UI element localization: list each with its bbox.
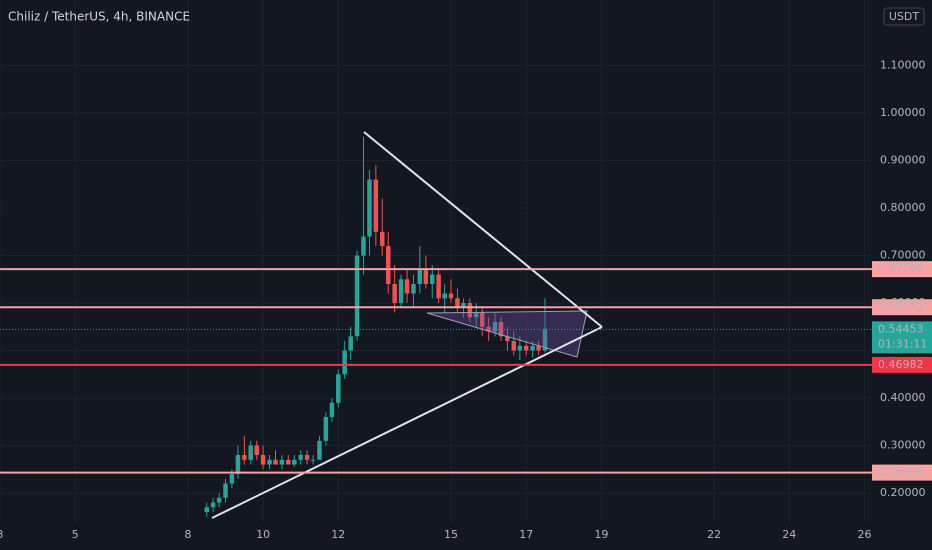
candle-body [530,345,535,351]
candle-body [248,445,253,460]
x-tick-label: 10 [256,528,270,541]
level-label-box [872,356,932,373]
candle-body [398,279,404,304]
candle-body [492,322,498,332]
candle-body [536,345,541,351]
x-tick-label: 15 [444,528,458,541]
candle-body [505,336,510,342]
currency-box[interactable] [883,7,925,26]
level-label-box [872,464,932,481]
candle-body [317,440,322,460]
price-axis [872,0,932,522]
candle-body [310,459,316,461]
triangle-drawing [426,310,588,358]
x-tick-label: 19 [594,528,608,541]
last-price-label: 0.54453 [878,322,924,335]
candle-body [204,507,209,513]
x-tick-label: 26 [857,528,871,541]
candle-body [348,336,353,351]
trend-line [211,326,603,519]
candle-body [210,502,216,508]
candle-body [336,374,341,403]
y-tick-label: 0.70000 [880,249,926,262]
candle-body [479,312,485,327]
y-tick-label: 0.30000 [880,439,926,452]
levels [0,268,872,474]
candle-body [448,293,454,299]
candle-body [354,255,360,337]
candle-body [329,402,335,418]
y-tick-label: 1.00000 [880,106,926,119]
candle-body [411,284,416,294]
level-label-box [872,261,932,278]
candle-body [373,179,379,232]
candle-body [323,417,329,441]
x-tick-label: 17 [519,528,533,541]
candle-body [242,455,247,460]
x-tick-label: 5 [72,528,79,541]
level-label: 0.24304 [878,466,924,479]
grid [0,0,872,522]
last-price-box [872,321,932,354]
candle-body [423,269,429,285]
candle-body [404,279,410,294]
level-label: 0.46982 [878,358,924,371]
candle-body [229,474,235,484]
candle-body [273,459,278,465]
y-tick-label: 1.10000 [880,59,926,72]
candle-body [542,329,548,351]
candle-body [292,459,297,465]
candle-body [216,497,222,503]
level-label: 0.59122 [878,300,924,313]
candles [204,136,548,517]
candle-body [511,341,517,351]
candle-body [367,179,372,237]
candle-body [473,312,479,318]
trend-line [363,131,603,328]
y-tick-label: 0.90000 [880,154,926,167]
y-tick-label: 0.40000 [880,391,926,404]
candle-body [467,303,473,318]
candle-body [267,459,272,465]
x-tick-label: 22 [707,528,721,541]
x-tick-label: 3 [0,528,4,541]
candle-body [430,274,435,285]
candle-body [436,274,441,299]
candle-body [517,345,523,351]
countdown: 01:31:11 [878,337,927,350]
candle-body [455,298,460,308]
x-tick-label: 12 [331,528,345,541]
candle-body [417,269,423,285]
axes: 0.200000.300000.400000.500000.600000.700… [0,59,932,541]
candle-body [523,345,529,351]
candle-body [304,455,310,460]
candle-body [361,236,366,256]
candle-body [279,459,285,465]
candle-body [342,350,347,375]
y-tick-label: 0.20000 [880,486,926,499]
candle-body [380,231,385,247]
candle-body [442,293,447,299]
x-tick-label: 8 [184,528,191,541]
candle-body [461,303,466,308]
candle-body [254,445,259,456]
x-tick-label: 24 [782,528,796,541]
y-tick-label: 0.80000 [880,201,926,214]
drawings [211,131,603,519]
chart-title: Chiliz / TetherUS, 4h, BINANCE [8,10,190,24]
level-label: 0.67140 [878,262,924,275]
currency[interactable]: USDT [889,10,920,23]
candle-body [392,284,397,304]
candle-body [386,246,391,285]
candle-body [235,455,241,475]
level-label-box [872,299,932,316]
candle-body [486,326,491,332]
candle-body [223,483,228,498]
candle-body [298,455,303,460]
candle-body [286,459,291,465]
candle-body [260,455,266,465]
